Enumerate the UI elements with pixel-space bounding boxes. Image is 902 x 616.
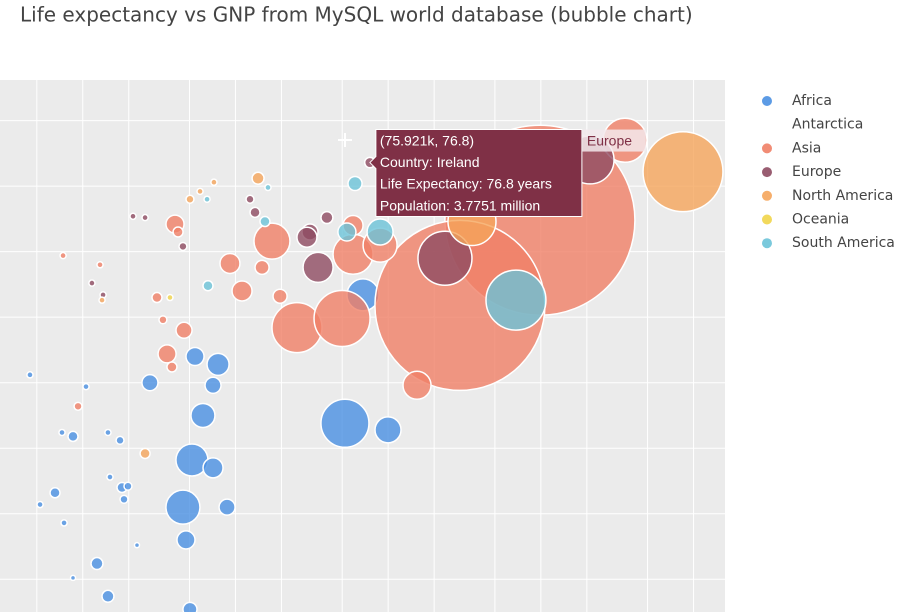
bubble bbox=[119, 494, 129, 505]
legend-label: Europe bbox=[792, 164, 841, 180]
bubble bbox=[166, 293, 174, 302]
hover-line: (75.921k, 76.8) bbox=[380, 132, 474, 148]
bubble bbox=[88, 279, 96, 287]
bubble bbox=[36, 500, 44, 509]
bubble bbox=[166, 361, 178, 373]
hover-name: Europe bbox=[587, 132, 632, 148]
bubble bbox=[204, 376, 222, 395]
legend-label: South America bbox=[792, 235, 895, 251]
bubble bbox=[251, 171, 265, 185]
bubble bbox=[172, 226, 184, 238]
bubble bbox=[190, 402, 216, 429]
legend: Africa Antarctica Asia Europe North America O… bbox=[762, 93, 895, 251]
bubble bbox=[60, 519, 68, 527]
bubble bbox=[254, 259, 270, 276]
bubble bbox=[203, 195, 211, 204]
legend-marker bbox=[762, 214, 772, 225]
bubble bbox=[264, 183, 272, 192]
bubble bbox=[141, 373, 159, 392]
bubble bbox=[157, 344, 177, 364]
bubble bbox=[202, 457, 224, 479]
bubble bbox=[59, 251, 67, 260]
bubble bbox=[347, 175, 363, 192]
bubble bbox=[485, 269, 547, 331]
bubble bbox=[272, 288, 288, 304]
bubble bbox=[82, 382, 90, 391]
legend-label: Asia bbox=[792, 140, 821, 156]
bubble bbox=[90, 556, 104, 571]
bubble bbox=[104, 428, 112, 437]
bubble bbox=[259, 215, 271, 228]
bubble bbox=[96, 260, 104, 269]
bubble bbox=[337, 222, 357, 242]
cursor bbox=[338, 133, 352, 147]
legend-marker bbox=[762, 143, 772, 154]
bubble bbox=[202, 279, 214, 292]
bubble bbox=[175, 321, 193, 340]
legend-marker bbox=[762, 96, 772, 106]
bubble bbox=[101, 589, 115, 603]
bubble bbox=[206, 352, 230, 377]
bubble bbox=[185, 346, 205, 367]
legend-label: Oceania bbox=[792, 212, 849, 228]
hover-label: (75.921k, 76.8) Country: Ireland Life Expe… bbox=[369, 129, 646, 218]
hover-box bbox=[369, 129, 583, 218]
bubble bbox=[271, 301, 323, 354]
hover-name-box bbox=[581, 129, 646, 152]
bubble bbox=[26, 371, 34, 379]
bubble bbox=[374, 416, 402, 444]
legend-label: Antarctica bbox=[792, 117, 863, 133]
bubble bbox=[73, 401, 83, 411]
bubble bbox=[129, 212, 137, 221]
legend-marker bbox=[762, 167, 772, 178]
bubble bbox=[231, 280, 253, 302]
legend-label: Africa bbox=[792, 93, 832, 109]
bubble bbox=[320, 398, 370, 449]
bubble bbox=[115, 435, 125, 446]
bubble bbox=[249, 206, 261, 219]
legend-marker bbox=[762, 190, 772, 201]
bubble bbox=[49, 487, 61, 499]
bubble bbox=[320, 210, 334, 225]
bubble bbox=[313, 289, 371, 348]
bubble bbox=[642, 131, 724, 213]
hover-line: Country: Ireland bbox=[380, 154, 480, 170]
bubble bbox=[402, 370, 432, 401]
bubble bbox=[158, 315, 168, 325]
bubble bbox=[245, 194, 255, 204]
bubble bbox=[253, 222, 291, 260]
bubble bbox=[133, 541, 141, 549]
bubble bbox=[219, 252, 241, 275]
bubble bbox=[98, 296, 106, 304]
legend-marker bbox=[762, 238, 772, 249]
bubble bbox=[302, 251, 334, 284]
hover-line: Population: 3.7751 million bbox=[380, 197, 540, 213]
bubble bbox=[196, 187, 204, 196]
chart-title: Life expectancy vs GNP from MySQL world … bbox=[20, 3, 693, 27]
bubble bbox=[106, 473, 114, 481]
bubble bbox=[366, 218, 394, 246]
hover-line: Life Expectancy: 76.8 years bbox=[380, 176, 552, 192]
legend-label: North America bbox=[792, 188, 893, 204]
bubble bbox=[178, 241, 188, 252]
bubble bbox=[210, 178, 218, 187]
bubble bbox=[176, 530, 196, 550]
bubble bbox=[165, 489, 201, 525]
bubble bbox=[58, 428, 66, 437]
bubble bbox=[296, 226, 318, 248]
bubble bbox=[141, 213, 149, 222]
bubble bbox=[151, 291, 163, 304]
bubble bbox=[69, 574, 77, 582]
bubble bbox=[185, 194, 195, 204]
bubble bbox=[218, 498, 236, 516]
bubble bbox=[123, 481, 133, 491]
bubble bbox=[182, 601, 198, 612]
bubble bbox=[417, 230, 473, 286]
bubbles bbox=[26, 117, 724, 612]
bubble bbox=[67, 430, 79, 443]
bubble bbox=[139, 447, 151, 460]
